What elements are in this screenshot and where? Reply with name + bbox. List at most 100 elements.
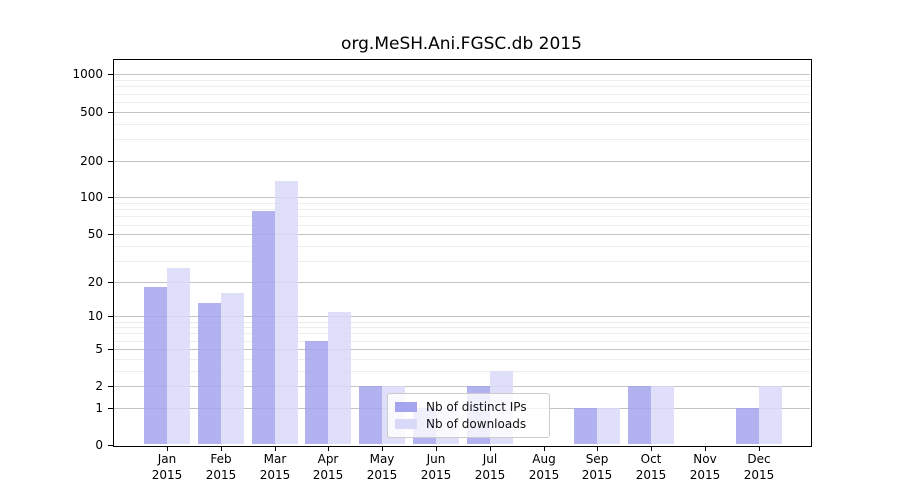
x-tick-label: Feb 2015	[193, 451, 249, 483]
y-tick-label: 1	[95, 401, 103, 415]
gridline-major	[113, 282, 810, 283]
x-tick-label: Jul 2015	[462, 451, 518, 483]
y-tick-label: 1000	[72, 67, 103, 81]
x-tick-label: Oct 2015	[623, 451, 679, 483]
y-axis-tick	[108, 197, 113, 198]
gridline-minor	[113, 359, 810, 360]
y-tick-label: 2	[95, 379, 103, 393]
y-axis-tick	[108, 408, 113, 409]
legend-label-downloads: Nb of downloads	[426, 417, 527, 432]
x-axis-tick	[651, 446, 652, 451]
chart-legend: Nb of distinct IPs Nb of downloads	[387, 393, 550, 438]
gridline-minor	[113, 225, 810, 226]
x-axis-tick	[167, 446, 168, 451]
y-axis-tick	[108, 386, 113, 387]
y-tick-label: 100	[80, 190, 103, 204]
x-tick-label: Jan 2015	[139, 451, 195, 483]
gridline-minor	[113, 246, 810, 247]
gridline-minor	[113, 209, 810, 210]
gridline-minor	[113, 124, 810, 125]
bar-distinct-ips-sep	[574, 408, 597, 444]
gridline-minor	[113, 261, 810, 262]
x-tick-year: 2015	[151, 468, 183, 482]
gridline-minor	[113, 371, 810, 372]
y-axis-tick	[108, 282, 113, 283]
x-axis-tick	[436, 446, 437, 451]
gridline-minor	[113, 102, 810, 103]
x-tick-year: 2015	[581, 468, 613, 482]
gridline-major	[113, 234, 810, 235]
gridline-minor	[113, 322, 810, 323]
legend-entry-downloads: Nb of downloads	[395, 417, 542, 431]
bar-downloads-mar	[275, 181, 298, 444]
x-tick-year: 2015	[259, 468, 291, 482]
gridline-major	[113, 386, 810, 387]
x-tick-year: 2015	[420, 468, 452, 482]
gridline-minor	[113, 216, 810, 217]
y-tick-label: 20	[87, 275, 103, 289]
gridline-minor	[113, 333, 810, 334]
bar-distinct-ips-mar	[252, 211, 275, 444]
x-tick-label: Jun 2015	[408, 451, 464, 483]
gridline-major	[113, 197, 810, 198]
bar-downloads-oct	[651, 386, 674, 444]
x-axis-tick	[597, 446, 598, 451]
y-tick-label: 10	[87, 309, 103, 323]
gridline-major	[113, 316, 810, 317]
x-tick-year: 2015	[743, 468, 775, 482]
bar-distinct-ips-jan	[144, 287, 167, 444]
bar-distinct-ips-dec	[736, 408, 759, 444]
x-axis-tick	[490, 446, 491, 451]
chart-title: org.MeSH.Ani.FGSC.db 2015	[341, 34, 582, 54]
x-tick-label: Apr 2015	[300, 451, 356, 483]
y-axis-tick	[108, 445, 113, 446]
gridline-minor	[113, 203, 810, 204]
bar-downloads-dec	[759, 386, 782, 444]
legend-label-distinct-ips: Nb of distinct IPs	[426, 399, 527, 414]
y-tick-label: 50	[87, 227, 103, 241]
gridline-minor	[113, 94, 810, 95]
x-tick-label: Sep 2015	[569, 451, 625, 483]
y-tick-label: 500	[80, 105, 103, 119]
bar-downloads-feb	[221, 293, 244, 444]
legend-swatch-distinct-ips-icon	[395, 401, 417, 412]
y-axis-tick	[108, 316, 113, 317]
x-axis-tick	[705, 446, 706, 451]
x-tick-label: Dec 2015	[731, 451, 787, 483]
x-tick-label: Mar 2015	[247, 451, 303, 483]
y-axis-tick	[108, 234, 113, 235]
bar-downloads-apr	[328, 312, 351, 444]
gridline-minor	[113, 327, 810, 328]
x-tick-year: 2015	[205, 468, 237, 482]
gridline-major	[113, 112, 810, 113]
x-tick-label: Aug 2015	[516, 451, 572, 483]
x-axis-tick	[382, 446, 383, 451]
x-axis-tick	[759, 446, 760, 451]
y-tick-label: 5	[95, 342, 103, 356]
x-tick-year: 2015	[528, 468, 560, 482]
y-axis-tick	[108, 349, 113, 350]
legend-entry-distinct-ips: Nb of distinct IPs	[395, 400, 542, 414]
x-tick-label: Nov 2015	[677, 451, 733, 483]
x-axis-tick	[328, 446, 329, 451]
x-axis-tick	[544, 446, 545, 451]
bar-downloads-sep	[597, 408, 620, 444]
x-tick-label: May 2015	[354, 451, 410, 483]
bar-downloads-jan	[167, 268, 190, 444]
bar-distinct-ips-feb	[198, 303, 221, 444]
y-axis-tick	[108, 74, 113, 75]
bar-distinct-ips-apr	[305, 341, 328, 444]
y-axis-tick	[108, 161, 113, 162]
bar-distinct-ips-may	[359, 386, 382, 444]
x-tick-year: 2015	[312, 468, 344, 482]
x-axis-tick	[275, 446, 276, 451]
gridline-minor	[113, 139, 810, 140]
x-tick-year: 2015	[635, 468, 667, 482]
x-axis-tick	[221, 446, 222, 451]
gridline-major	[113, 74, 810, 75]
legend-swatch-downloads-icon	[395, 419, 417, 430]
y-tick-label: 200	[80, 154, 103, 168]
bar-distinct-ips-oct	[628, 386, 651, 444]
gridline-major	[113, 349, 810, 350]
